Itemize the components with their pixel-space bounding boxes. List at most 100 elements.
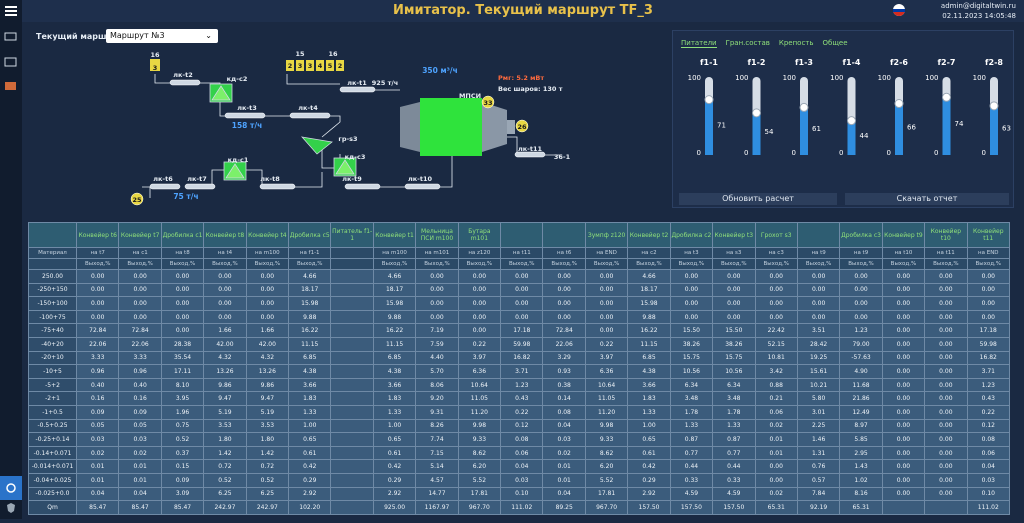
cell: 0.00: [118, 296, 162, 311]
header-cell: Выход,%: [881, 258, 926, 270]
cell: 17.11: [160, 364, 205, 379]
cell: 0.00: [924, 432, 968, 447]
cell: 4.38: [288, 364, 332, 379]
cell: 5.19: [203, 404, 247, 420]
cell: 0.00: [203, 269, 247, 284]
cell: 9.47: [245, 391, 290, 406]
cell: 0.00: [415, 282, 459, 298]
tab[interactable]: Гран.состав: [725, 39, 770, 47]
tab[interactable]: Общее: [822, 39, 848, 47]
cell: 0.00: [245, 269, 290, 284]
cell: 0.42: [288, 459, 332, 474]
slider-knob[interactable]: [847, 116, 856, 126]
cell: 9.98: [457, 418, 502, 434]
cell: 0.33: [712, 472, 756, 488]
cell: 4.57: [415, 472, 459, 488]
cell: 0.52: [203, 472, 247, 488]
user[interactable]: admin@digitaltwin.ru: [940, 2, 1016, 10]
cell: 0.00: [796, 309, 841, 325]
diagram-label: 25: [132, 196, 142, 204]
cell: 5.14: [415, 459, 459, 474]
slider-name: f2-7: [938, 58, 956, 67]
cell: 0.22: [966, 404, 1011, 420]
data-row: -1+0.5 0.09 0.09 1.96 5.19 5.19 1.33 1.33 9.31 11…: [27, 404, 1011, 420]
route-select[interactable]: Маршрут №3 ⌄: [106, 29, 218, 43]
cell: 0.00: [203, 296, 247, 311]
report-button[interactable]: Скачать отчет: [845, 193, 1009, 205]
route-value[interactable]: Маршрут №3: [110, 31, 165, 40]
diagram-label: 15: [295, 50, 305, 58]
cell: 3.53: [203, 418, 247, 434]
cell: 4.32: [203, 350, 247, 366]
cell: 0.00: [924, 364, 968, 379]
cell: 0.09: [118, 404, 162, 420]
header-cell: на END: [966, 247, 1011, 259]
header-cell: на t3: [669, 247, 714, 259]
header-cell: на END: [584, 247, 629, 259]
tab[interactable]: Крепость: [778, 39, 814, 47]
cell: 1.80: [245, 432, 290, 447]
slider-max: 100: [735, 74, 748, 82]
header-cell: Выход,%: [627, 258, 671, 270]
cell: -100+75: [27, 309, 78, 325]
cell: 6.34: [712, 377, 756, 393]
slider-fill: [942, 97, 951, 155]
header-cell: Конвейер t3: [712, 222, 756, 248]
cell: 0.00: [118, 282, 162, 298]
cell: 5.19: [245, 404, 290, 420]
cell: 6.34: [669, 377, 714, 393]
cell: 0.01: [754, 432, 798, 447]
slider-knob[interactable]: [942, 92, 951, 102]
slider-knob[interactable]: [752, 108, 761, 118]
cell: 0.02: [754, 418, 798, 434]
cell: 0.00: [839, 282, 883, 298]
cell: 0.00: [160, 296, 205, 311]
cell: 0.00: [924, 445, 968, 461]
cell: 22.06: [542, 336, 586, 352]
slider-name: f1-1: [700, 58, 718, 67]
cell: 0.10: [966, 486, 1011, 502]
slider-knob[interactable]: [704, 95, 714, 105]
cell: 102.20: [288, 500, 332, 515]
cell: 1.23: [839, 323, 883, 338]
header-cell: на m100: [245, 247, 290, 259]
header-cell: Дробилка c2: [669, 222, 714, 248]
cell: 0.02: [76, 445, 120, 461]
cell: 0.00: [76, 282, 120, 298]
diagram-label: 925 т/ч: [372, 79, 398, 87]
slider-knob[interactable]: [989, 101, 999, 111]
slider-max: 100: [688, 74, 701, 82]
cell: 0.43: [966, 391, 1011, 406]
cell: 85.47: [76, 500, 120, 515]
cell: 0.04: [118, 486, 162, 502]
cell: 3.29: [542, 350, 586, 366]
cell: 65.31: [754, 500, 798, 515]
cell: [330, 296, 374, 311]
cell: 10.64: [584, 377, 629, 393]
cell: 0.00: [712, 309, 756, 325]
cell: 89.25: [542, 500, 586, 515]
slider-knob[interactable]: [799, 102, 809, 112]
header-cell: на c2: [627, 247, 671, 259]
data-row: -2+1 0.16 0.16 3.95 9.47 9.47 1.83 1.83 9.20 11.0…: [27, 391, 1011, 406]
tab[interactable]: Питатели: [681, 39, 717, 48]
header-cell: Конвейер t6: [76, 222, 120, 248]
data-row: -20+10 3.33 3.33 35.54 4.32 4.32 6.85 6.85 4.40 3…: [27, 350, 1011, 366]
cell: 0.08: [500, 432, 544, 447]
slider-knob[interactable]: [894, 99, 904, 109]
cell: 0.00: [669, 269, 714, 284]
cell: 1.00: [627, 418, 671, 434]
header-cell: Выход,%: [415, 258, 459, 270]
update-button[interactable]: Обновить расчет: [679, 193, 837, 205]
cell: -2+1: [27, 391, 78, 406]
header-cell: [542, 222, 586, 248]
cell: 0.00: [881, 364, 926, 379]
cell: 0.06: [754, 404, 798, 420]
cell: 0.00: [500, 282, 544, 298]
cell: 3.97: [584, 350, 629, 366]
cell: 3.66: [627, 377, 671, 393]
cell: 5.80: [796, 391, 841, 406]
cell: [330, 336, 374, 352]
header-cell: на t7: [76, 247, 120, 259]
cell: 0.00: [924, 350, 968, 366]
